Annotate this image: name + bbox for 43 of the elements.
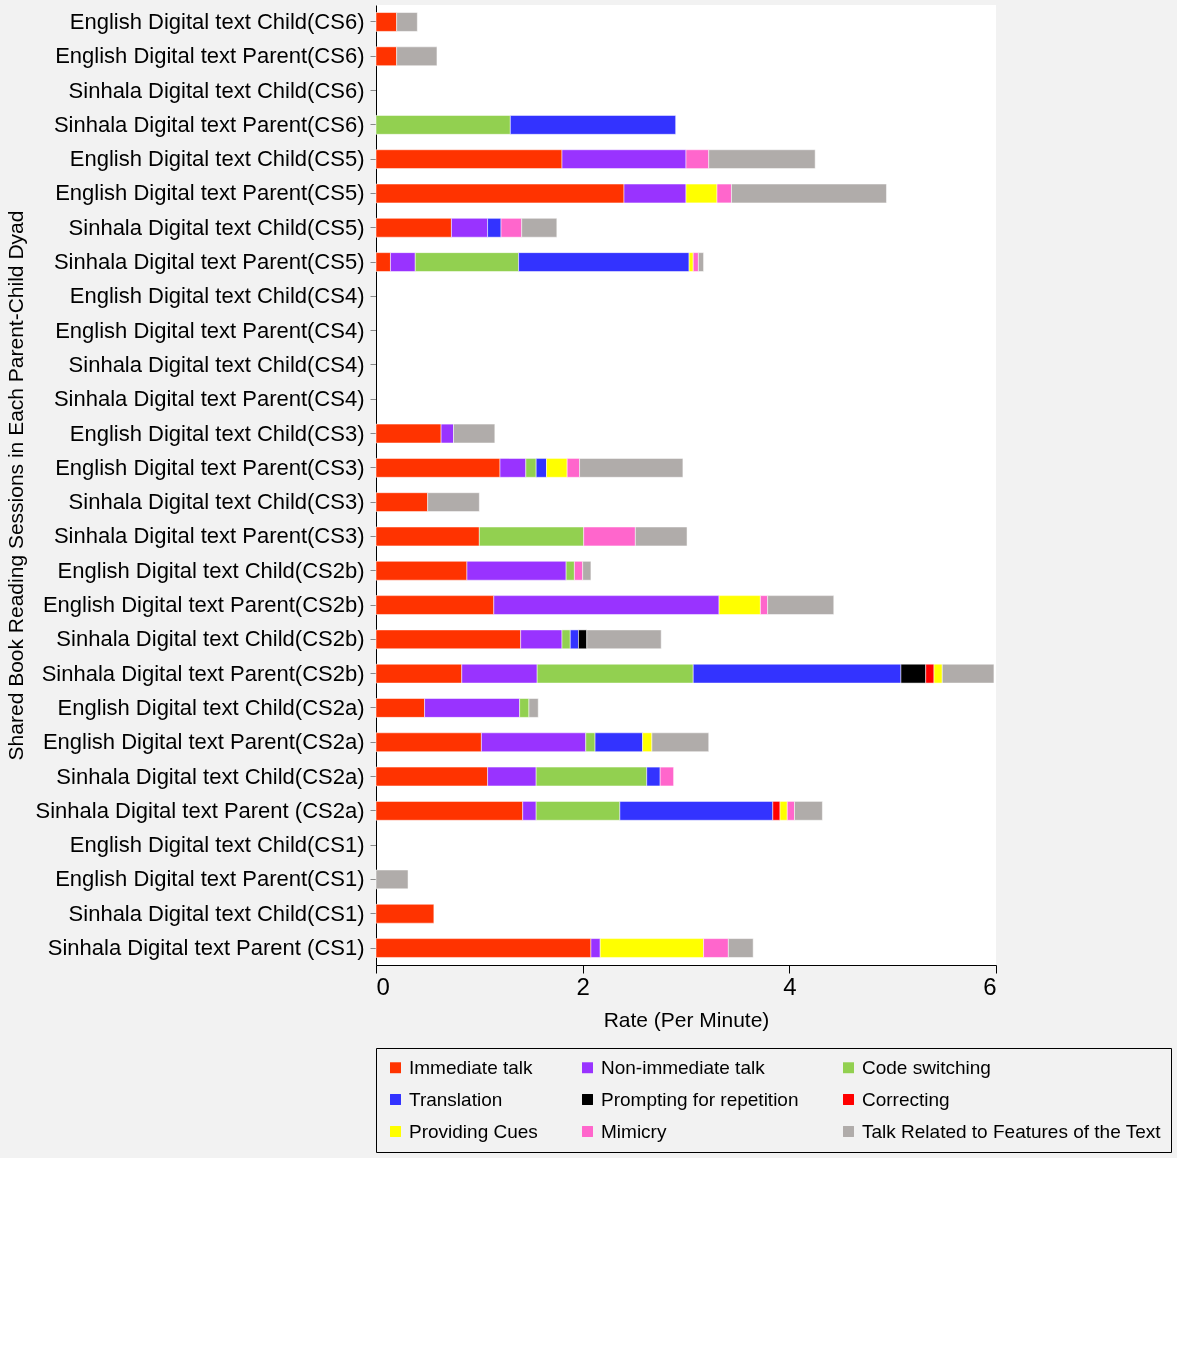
y-tick-label: English Digital text Child(CS2a) bbox=[57, 694, 365, 720]
y-tick-label: English Digital text Parent(CS4) bbox=[55, 317, 365, 343]
x-tick-label: 2 bbox=[576, 972, 590, 1000]
legend-label: Talk Related to Features of the Text bbox=[862, 1120, 1162, 1142]
y-tick-label: English Digital text Parent(CS5) bbox=[55, 180, 365, 206]
y-tick-label: English Digital text Parent(CS2b) bbox=[42, 592, 365, 618]
y-tick-label: Sinhala Digital text Child(CS2b) bbox=[56, 626, 365, 652]
legend-label: Code switching bbox=[862, 1056, 991, 1078]
legend-label: Immediate talk bbox=[409, 1056, 534, 1078]
x-tick-label: 6 bbox=[983, 972, 997, 1000]
y-tick-label: Sinhala Digital text Child(CS4) bbox=[68, 351, 365, 377]
y-tick-label: English Digital text Child(CS4) bbox=[69, 283, 365, 309]
y-tick-label: Sinhala Digital text Child(CS3) bbox=[68, 489, 365, 515]
y-tick-label: English Digital text Parent(CS3) bbox=[55, 454, 365, 480]
legend-label: Non-immediate talk bbox=[601, 1056, 766, 1078]
y-tick-label: English Digital text Child(CS1) bbox=[69, 832, 365, 858]
y-tick-label: English Digital text Parent(CS2a) bbox=[42, 729, 365, 755]
legend-label: Correcting bbox=[862, 1088, 950, 1110]
y-tick-label: English Digital text Parent(CS6) bbox=[55, 43, 365, 69]
y-tick-label: Sinhala Digital text Parent(CS6) bbox=[53, 111, 365, 137]
y-tick-label: Sinhala Digital text Parent(CS5) bbox=[53, 249, 365, 275]
legend-label: Mimicry bbox=[601, 1120, 667, 1142]
legend-label: Translation bbox=[409, 1088, 503, 1110]
y-axis-title: Shared Book Reading Sessions in Each Parent-Child Dyad bbox=[3, 210, 27, 761]
y-tick-label: Sinhala Digital text Child(CS6) bbox=[68, 77, 365, 103]
legend-label: Prompting for repetition bbox=[601, 1088, 799, 1110]
y-tick-label: Sinhala Digital text Child(CS5) bbox=[68, 214, 365, 240]
y-tick-label: English Digital text Child(CS3) bbox=[69, 420, 365, 446]
y-tick-label: Sinhala Digital text Parent (CS2a) bbox=[35, 797, 365, 823]
y-tick-label: Sinhala Digital text Parent(CS4) bbox=[53, 386, 365, 412]
y-tick-label: Sinhala Digital text Parent(CS3) bbox=[53, 523, 365, 549]
y-tick-label: Sinhala Digital text Parent (CS1) bbox=[47, 935, 365, 961]
y-tick-label: Sinhala Digital text Parent(CS2b) bbox=[41, 660, 365, 686]
y-tick-label: English Digital text Parent(CS1) bbox=[55, 866, 365, 892]
y-tick-label: English Digital text Child(CS6) bbox=[69, 8, 365, 34]
x-axis-title: Rate (Per Minute) bbox=[603, 1007, 770, 1031]
y-tick-label: English Digital text Child(CS2b) bbox=[57, 557, 365, 583]
x-tick-label: 4 bbox=[783, 972, 797, 1000]
legend-label: Providing Cues bbox=[409, 1120, 538, 1142]
x-tick-label: 0 bbox=[376, 972, 390, 1000]
y-tick-label: Sinhala Digital text Child(CS2a) bbox=[56, 763, 365, 789]
y-tick-label: Sinhala Digital text Child(CS1) bbox=[68, 900, 365, 926]
y-tick-label: English Digital text Child(CS5) bbox=[69, 146, 365, 172]
